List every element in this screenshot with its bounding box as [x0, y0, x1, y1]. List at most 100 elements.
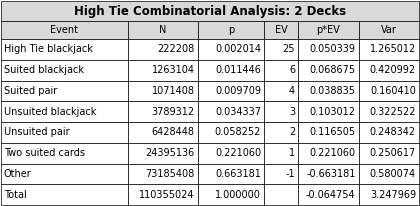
- Bar: [359, 101, 419, 122]
- Text: -0.064754: -0.064754: [306, 190, 356, 200]
- Text: -0.663181: -0.663181: [306, 169, 356, 179]
- Text: 222208: 222208: [158, 44, 195, 54]
- Text: 0.068675: 0.068675: [310, 65, 356, 75]
- Text: 0.221060: 0.221060: [310, 148, 356, 158]
- Text: -1: -1: [286, 169, 295, 179]
- Bar: [1, 164, 128, 184]
- Bar: [1, 39, 128, 60]
- Text: 1263104: 1263104: [152, 65, 195, 75]
- Bar: [128, 184, 198, 205]
- Text: 1.265012: 1.265012: [370, 44, 416, 54]
- Bar: [128, 122, 198, 143]
- Bar: [198, 122, 264, 143]
- Text: 0.011446: 0.011446: [215, 65, 261, 75]
- Bar: [298, 122, 359, 143]
- Text: Suited blackjack: Suited blackjack: [4, 65, 84, 75]
- Bar: [298, 39, 359, 60]
- Bar: [128, 164, 198, 184]
- Bar: [359, 122, 419, 143]
- Bar: [198, 143, 264, 164]
- Bar: [1, 101, 128, 122]
- Bar: [359, 81, 419, 101]
- Bar: [1, 60, 128, 81]
- Bar: [264, 60, 298, 81]
- Bar: [359, 143, 419, 164]
- Text: Event: Event: [50, 25, 79, 35]
- Bar: [359, 164, 419, 184]
- Text: 1.000000: 1.000000: [215, 190, 261, 200]
- Text: 3789312: 3789312: [152, 107, 195, 117]
- Text: 0.420992: 0.420992: [370, 65, 416, 75]
- Text: 0.116505: 0.116505: [310, 127, 356, 137]
- Text: 0.250617: 0.250617: [370, 148, 416, 158]
- Bar: [128, 101, 198, 122]
- Bar: [264, 39, 298, 60]
- Text: 0.248342: 0.248342: [370, 127, 416, 137]
- Text: 0.058252: 0.058252: [215, 127, 261, 137]
- Text: 2: 2: [289, 127, 295, 137]
- Bar: [198, 184, 264, 205]
- Bar: [264, 122, 298, 143]
- Bar: [298, 101, 359, 122]
- Text: 6428448: 6428448: [152, 127, 195, 137]
- Bar: [298, 81, 359, 101]
- Text: p: p: [228, 25, 234, 35]
- Text: 0.322522: 0.322522: [370, 107, 416, 117]
- Bar: [198, 101, 264, 122]
- Text: 3.247969: 3.247969: [370, 190, 416, 200]
- Text: 0.221060: 0.221060: [215, 148, 261, 158]
- Text: 0.103012: 0.103012: [310, 107, 356, 117]
- Text: N: N: [159, 25, 166, 35]
- Text: 0.050339: 0.050339: [310, 44, 356, 54]
- Text: 6: 6: [289, 65, 295, 75]
- Bar: [198, 21, 264, 39]
- Text: 73185408: 73185408: [146, 169, 195, 179]
- Bar: [1, 1, 419, 21]
- Bar: [298, 184, 359, 205]
- Bar: [1, 122, 128, 143]
- Bar: [1, 184, 128, 205]
- Text: 0.002014: 0.002014: [215, 44, 261, 54]
- Text: 0.160410: 0.160410: [370, 86, 416, 96]
- Bar: [298, 143, 359, 164]
- Text: 0.663181: 0.663181: [215, 169, 261, 179]
- Bar: [298, 21, 359, 39]
- Text: Var: Var: [381, 25, 397, 35]
- Text: Unsuited blackjack: Unsuited blackjack: [4, 107, 96, 117]
- Text: 0.009709: 0.009709: [215, 86, 261, 96]
- Bar: [264, 164, 298, 184]
- Bar: [264, 21, 298, 39]
- Bar: [264, 143, 298, 164]
- Text: 0.034337: 0.034337: [215, 107, 261, 117]
- Text: Two suited cards: Two suited cards: [4, 148, 85, 158]
- Bar: [198, 81, 264, 101]
- Bar: [198, 60, 264, 81]
- Text: High Tie blackjack: High Tie blackjack: [4, 44, 93, 54]
- Bar: [359, 60, 419, 81]
- Bar: [128, 21, 198, 39]
- Bar: [128, 143, 198, 164]
- Text: Suited pair: Suited pair: [4, 86, 57, 96]
- Text: 4: 4: [289, 86, 295, 96]
- Text: Unsuited pair: Unsuited pair: [4, 127, 70, 137]
- Text: Total: Total: [4, 190, 27, 200]
- Bar: [359, 21, 419, 39]
- Bar: [298, 60, 359, 81]
- Text: 1: 1: [289, 148, 295, 158]
- Bar: [198, 164, 264, 184]
- Bar: [128, 39, 198, 60]
- Text: 1071408: 1071408: [152, 86, 195, 96]
- Text: 0.038835: 0.038835: [310, 86, 356, 96]
- Bar: [359, 184, 419, 205]
- Bar: [264, 101, 298, 122]
- Bar: [1, 143, 128, 164]
- Text: 24395136: 24395136: [146, 148, 195, 158]
- Bar: [359, 39, 419, 60]
- Text: Other: Other: [4, 169, 32, 179]
- Bar: [198, 39, 264, 60]
- Bar: [128, 81, 198, 101]
- Bar: [298, 164, 359, 184]
- Bar: [128, 60, 198, 81]
- Text: High Tie Combinatorial Analysis: 2 Decks: High Tie Combinatorial Analysis: 2 Decks: [74, 5, 346, 18]
- Text: EV: EV: [275, 25, 288, 35]
